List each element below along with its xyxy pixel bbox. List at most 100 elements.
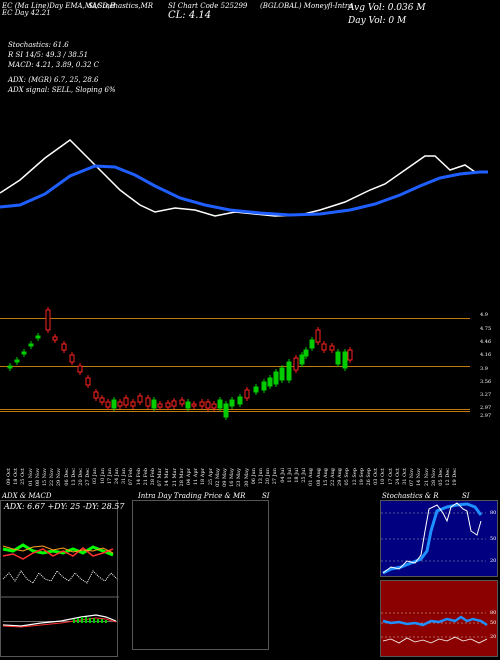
candle-body — [293, 357, 299, 371]
candle-body — [171, 400, 177, 407]
level-line-top — [0, 318, 470, 319]
rsi-axis-50: 50 — [490, 620, 497, 626]
date-label: 18 Jul — [294, 468, 300, 483]
date-label: 31 Jan — [121, 468, 128, 485]
intraday-panel — [132, 500, 269, 650]
date-label: 28 Nov — [430, 468, 437, 487]
candle-body — [61, 343, 67, 351]
date-label: 08 Aug — [315, 468, 322, 486]
candle-body — [321, 343, 327, 351]
date-label: 12 Dec — [445, 468, 452, 486]
header-chart-code: SI Chart Code 525299 — [168, 2, 248, 10]
candle-body — [45, 309, 51, 331]
candle-body — [342, 351, 348, 369]
date-label: 09 May — [222, 468, 228, 487]
date-label: 25 Jul — [301, 468, 308, 483]
date-label: 22 Aug — [330, 468, 336, 486]
candle-body — [21, 351, 27, 355]
date-label: 21 Feb — [142, 468, 149, 486]
price-label: 4.75 — [480, 326, 492, 332]
stoch-axis-80: 80 — [490, 510, 497, 516]
adx-macd-panel: ADX: 6.67 +DY: 25 -DY: 28.57 — [0, 500, 124, 657]
day-volume: Day Vol: 0 M — [348, 16, 407, 26]
date-label: 15 Nov — [42, 468, 48, 487]
candle-body — [286, 361, 292, 381]
date-label: 03 Oct — [373, 468, 380, 485]
candle-body — [85, 377, 91, 386]
candle-body — [179, 399, 185, 405]
macd-readout: MACD: 4.21, 3.89, 0.32 C — [8, 61, 100, 69]
date-label: 28 Mar — [178, 468, 185, 487]
stoch-rsi-title-suffix: SI — [462, 492, 470, 500]
date-label: 10 Jan — [99, 468, 106, 485]
candle-body — [261, 381, 267, 391]
date-label: 30 May — [243, 468, 250, 487]
date-label: 15 Aug — [322, 468, 329, 486]
date-label: 03 Jan — [92, 468, 99, 485]
candle-body — [199, 401, 205, 407]
candle-body — [237, 396, 243, 405]
candle-body — [191, 403, 197, 407]
date-label: 20 Jun — [265, 468, 272, 485]
adx-macd-graph — [1, 543, 119, 628]
date-label: 08 Nov — [34, 468, 41, 487]
candle-body — [299, 354, 305, 365]
candle-body — [347, 349, 353, 361]
candle-body — [309, 339, 315, 349]
adx-readout: ADX: (MGR) 6.7, 25, 28.6 — [8, 76, 99, 84]
date-label: 29 Nov — [56, 468, 63, 487]
date-label: 27 Jun — [272, 468, 279, 485]
date-label: 11 Apr — [193, 468, 200, 486]
date-label: 23 May — [236, 468, 243, 487]
date-label: 17 Oct — [387, 468, 394, 485]
price-label: 4.16 — [480, 352, 492, 358]
header-symbol: (BGLOBAL) Moneyfl-Intra — [260, 2, 353, 10]
candle-body — [145, 397, 151, 407]
candle-body — [315, 329, 321, 343]
date-label: 05 Dec — [438, 468, 444, 486]
ema-chart — [0, 139, 488, 217]
close-price: CL: 4.14 — [168, 10, 212, 21]
stochastics-panel: 80 50 20 — [380, 500, 498, 577]
date-label: 14 Mar — [164, 468, 171, 487]
date-label: 12 Sep — [351, 468, 358, 486]
date-label: 07 Mar — [157, 468, 164, 487]
date-label: 24 Oct — [394, 468, 401, 485]
price-label: 4.46 — [480, 339, 492, 345]
date-label: 02 May — [214, 468, 221, 487]
price-label: 2.97 — [480, 405, 492, 411]
date-label: 14 Nov — [416, 468, 423, 487]
candle-body — [111, 399, 117, 409]
candle-body — [157, 403, 163, 408]
date-label: 13 Jun — [258, 468, 264, 485]
date-label: 07 Feb — [128, 468, 135, 486]
date-label: 24 Jan — [114, 468, 120, 485]
candle-body — [77, 365, 83, 373]
candle-body — [14, 359, 20, 363]
date-label: 22 Nov — [49, 468, 56, 487]
candle-body — [303, 349, 309, 357]
level-line-low1 — [0, 409, 470, 410]
date-label: 07 Nov — [409, 468, 416, 487]
date-label: 25 Oct — [20, 468, 27, 485]
candle-body — [244, 389, 250, 399]
date-label: 11 Jul — [286, 468, 293, 483]
date-label: 10 Oct — [380, 468, 387, 485]
date-label: 06 Dec — [63, 468, 70, 486]
candle-body — [151, 399, 157, 409]
ema-slow-line — [0, 164, 488, 217]
date-label: 17 Jan — [106, 468, 113, 485]
candle-body — [205, 401, 211, 409]
candle-body — [99, 397, 105, 403]
price-label-top: 4.9 — [480, 312, 488, 318]
date-label: 18 Oct — [13, 468, 20, 485]
candle-body — [267, 377, 273, 387]
date-label: 13 Dec — [70, 468, 77, 486]
date-label: 31 Oct — [402, 468, 408, 485]
date-label: 25 Apr — [207, 468, 214, 486]
rsi-axis-20: 20 — [490, 634, 497, 640]
candle-body — [117, 401, 123, 407]
date-label: 28 Feb — [150, 468, 156, 486]
date-label: 21 Mar — [171, 468, 178, 487]
candle-body — [105, 401, 111, 408]
